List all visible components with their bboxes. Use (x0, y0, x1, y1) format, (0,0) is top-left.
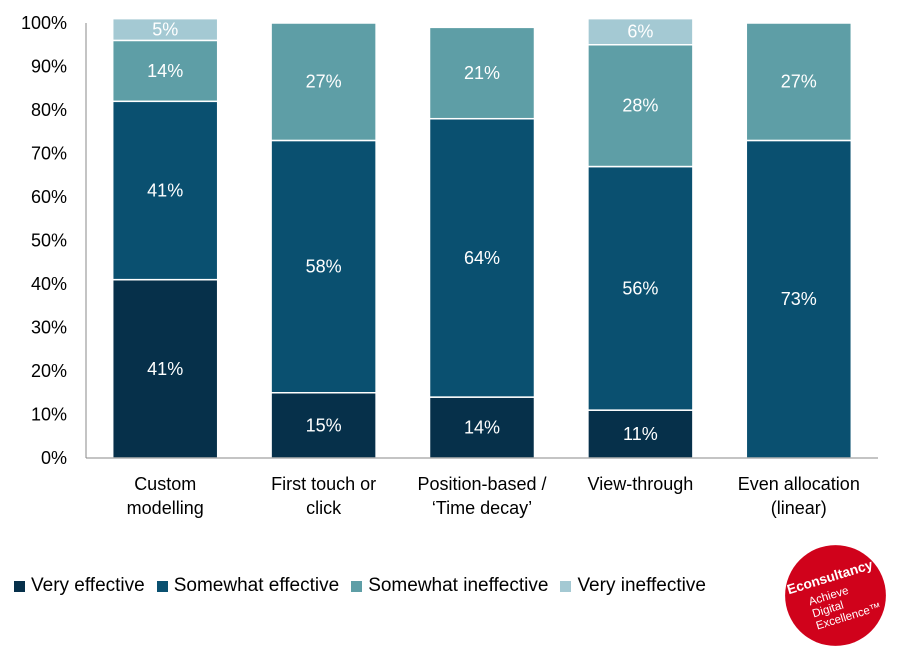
legend: Very effective Somewhat effective Somewh… (14, 575, 718, 597)
data-label: 6% (627, 22, 653, 42)
legend-swatch (560, 580, 572, 592)
y-tick-label: 80% (31, 100, 67, 120)
legend-item-very-effective: Very effective (14, 575, 145, 597)
category-label: (linear) (771, 498, 827, 518)
legend-item-somewhat-effective: Somewhat effective (156, 575, 340, 597)
y-tick-label: 50% (31, 231, 67, 251)
data-label: 14% (147, 61, 183, 81)
data-label: 15% (306, 415, 342, 435)
category-label: ‘Time decay’ (432, 498, 532, 518)
y-tick-label: 40% (31, 274, 67, 294)
data-label: 73% (781, 289, 817, 309)
bar-segment (428, 117, 536, 398)
category-label: click (306, 498, 342, 518)
category-label: View-through (588, 474, 694, 494)
data-label: 11% (623, 424, 658, 444)
category-label: Even allocation (738, 474, 860, 494)
y-tick-label: 20% (31, 361, 67, 381)
legend-label: Somewhat ineffective (368, 575, 549, 596)
y-tick-label: 100% (21, 13, 67, 33)
data-label: 27% (306, 72, 342, 92)
data-label: 56% (622, 278, 658, 298)
y-tick-label: 90% (31, 57, 67, 77)
legend-swatch (156, 580, 168, 592)
data-label: 14% (464, 418, 500, 438)
y-tick-label: 0% (41, 448, 67, 468)
bar-segment (587, 165, 694, 411)
bar-segment (111, 100, 219, 281)
bar-segment (111, 17, 219, 42)
data-label: 41% (147, 180, 183, 200)
category-label: modelling (127, 498, 204, 518)
y-tick-label: 70% (31, 144, 67, 164)
y-tick-label: 10% (31, 405, 67, 425)
bar-segment (587, 44, 694, 168)
bar-segment (428, 26, 536, 120)
legend-label: Very ineffective (577, 575, 706, 596)
legend-item-somewhat-ineffective: Somewhat ineffective (351, 575, 548, 597)
data-label: 28% (622, 96, 658, 116)
data-label: 27% (781, 72, 817, 92)
category-label: Custom (134, 474, 196, 494)
category-label: Position-based / (417, 474, 546, 494)
bar-segment (270, 139, 377, 394)
data-label: 58% (306, 257, 342, 277)
legend-swatch (351, 580, 363, 592)
data-label: 64% (464, 248, 500, 268)
y-tick-label: 30% (31, 318, 67, 338)
bar-segment (111, 278, 219, 459)
category-label: First touch or (271, 474, 376, 494)
econsultancy-logo: Econsultancy Achieve Digital Excellence™ (785, 545, 886, 646)
legend-label: Somewhat effective (173, 575, 340, 596)
legend-swatch (14, 580, 25, 592)
bar-segment (745, 22, 853, 142)
legend-item-very-ineffective: Very ineffective (560, 575, 706, 597)
bar-segment (745, 139, 853, 459)
data-label: 41% (147, 359, 183, 379)
data-label: 21% (464, 63, 500, 83)
bar-segment (587, 17, 694, 46)
legend-label: Very effective (31, 575, 145, 596)
y-tick-label: 60% (31, 187, 67, 207)
bar-segment (428, 396, 536, 459)
bar-segment (270, 22, 377, 142)
logo-circle (785, 545, 886, 646)
data-label: 5% (152, 20, 178, 40)
